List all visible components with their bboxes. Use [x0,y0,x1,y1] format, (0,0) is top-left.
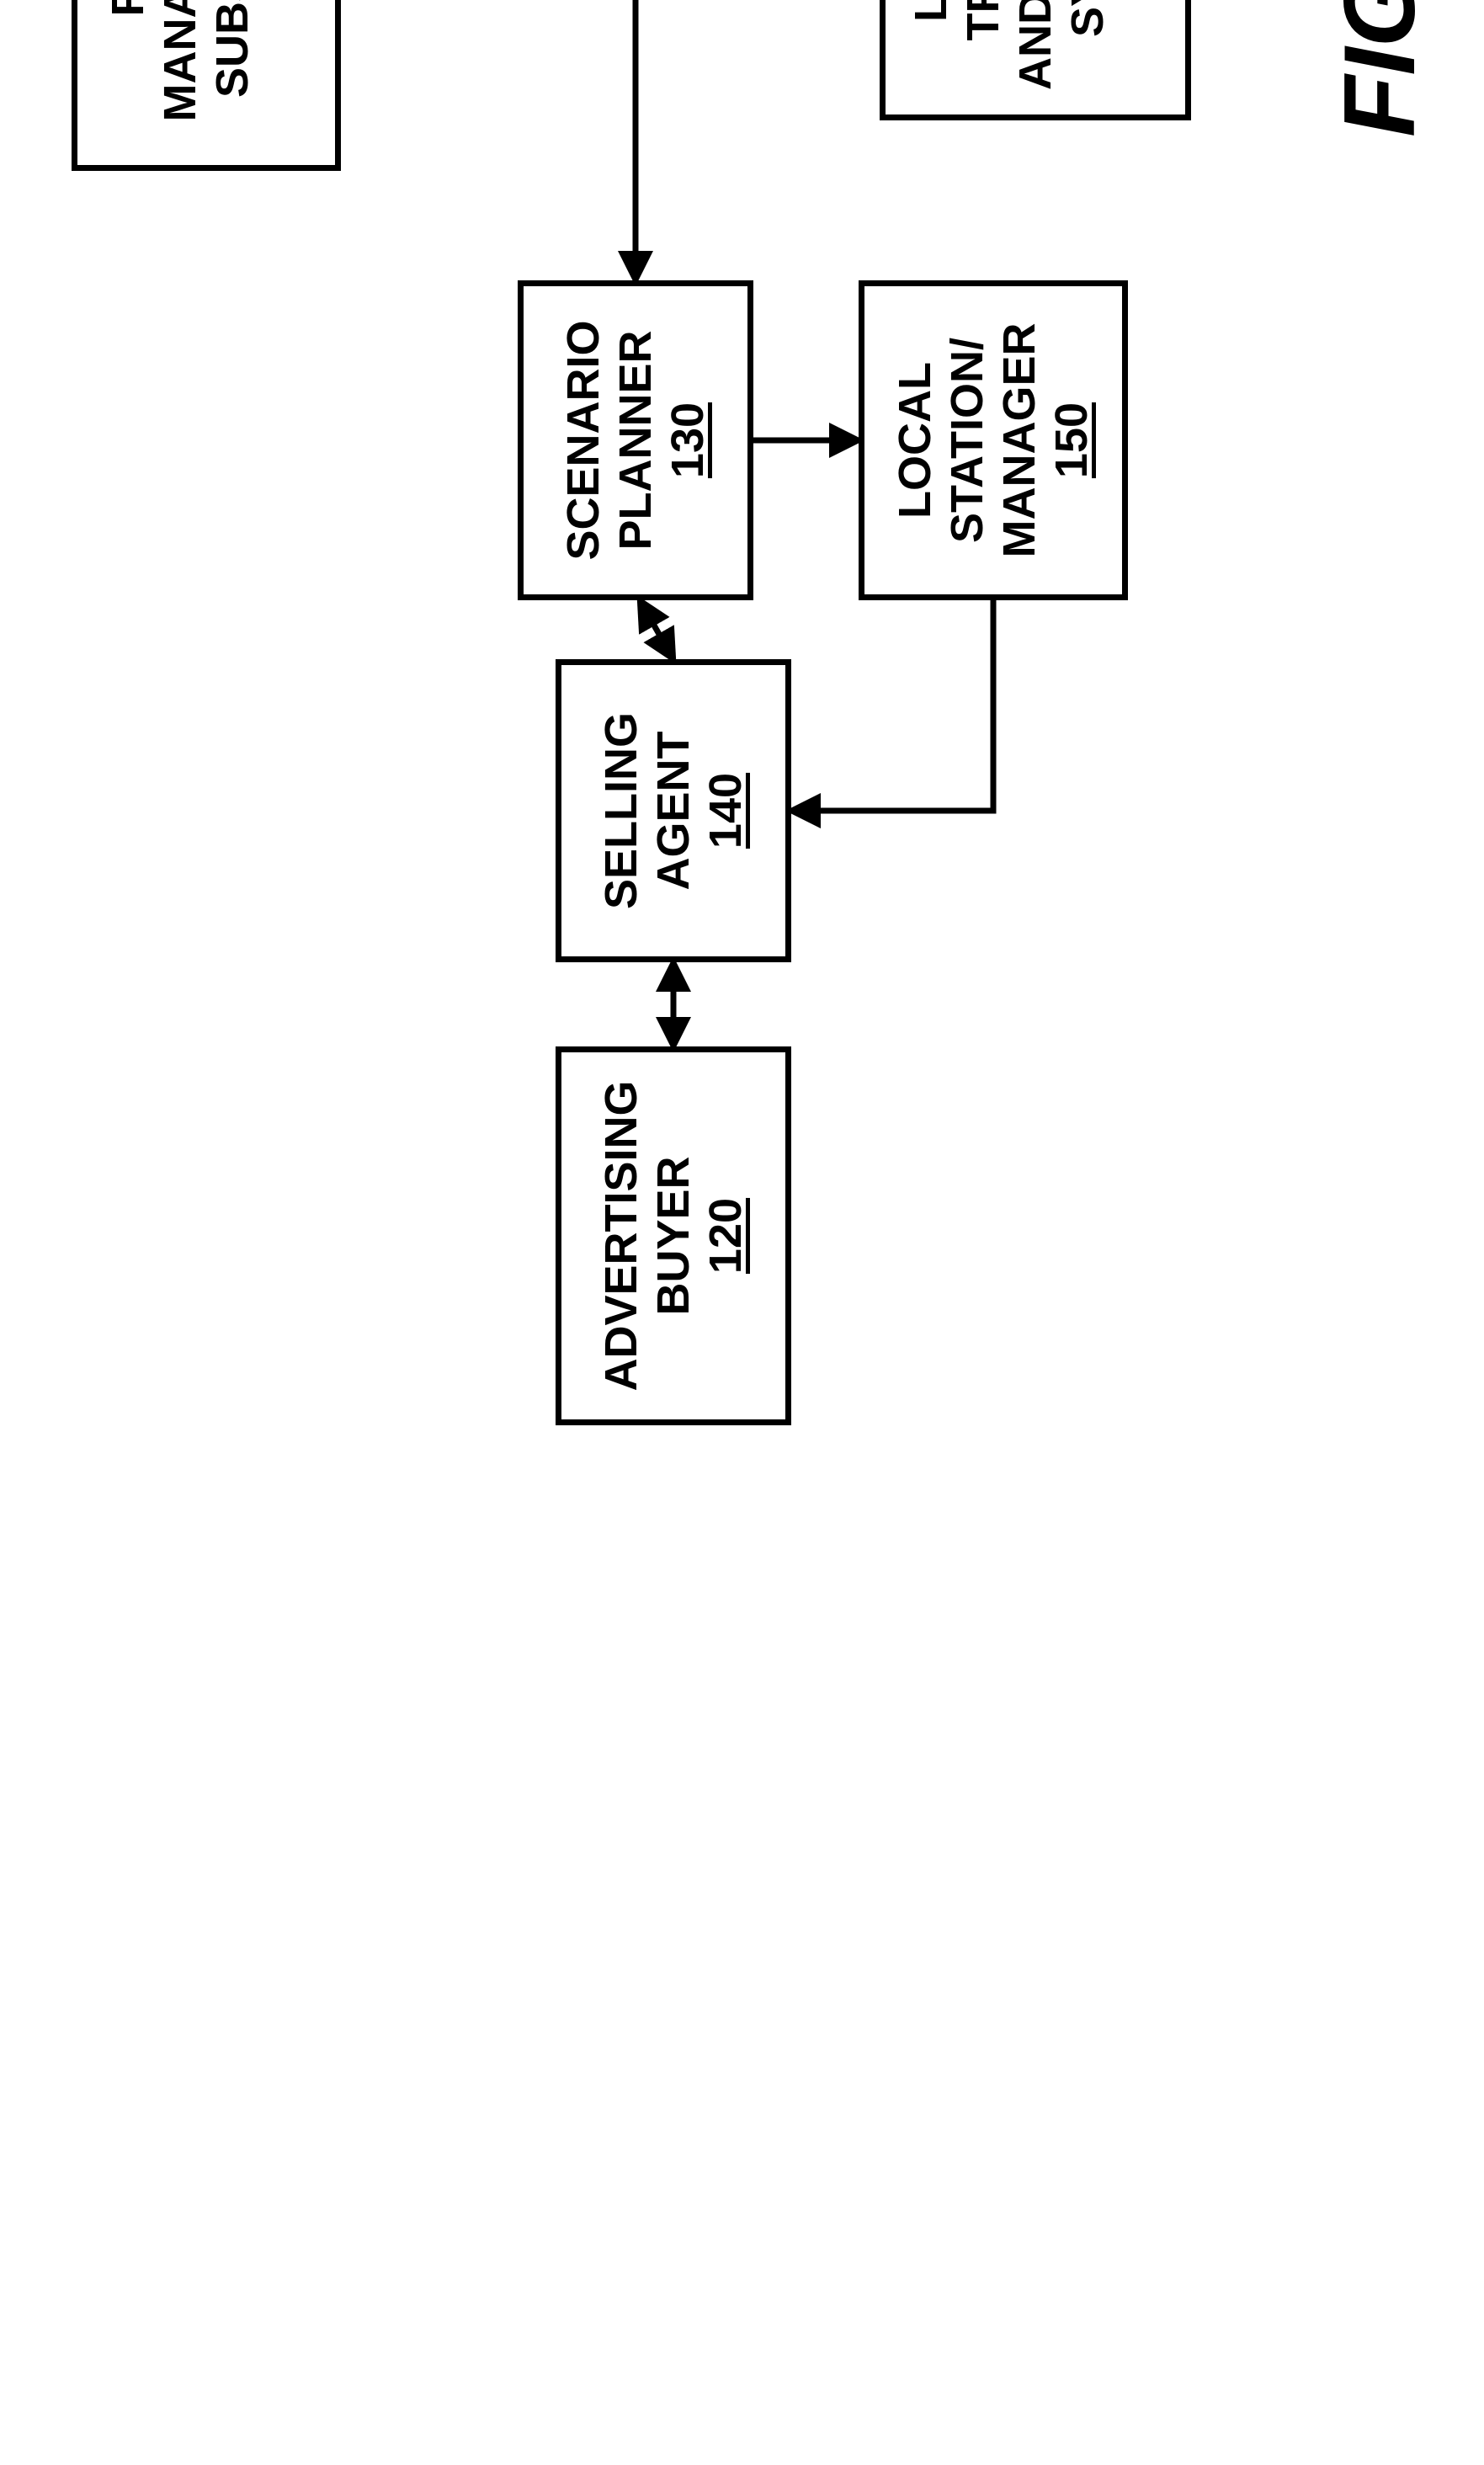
node-label: SCENARIO [557,320,609,560]
diagram-stage: ADVERTISING BUYER 120 SELLING AGENT 140 … [0,0,1484,1484]
node-label: MANAGEMENT [154,0,206,122]
node-label: RATE [102,0,154,17]
node-label: ADVERTISING [595,1080,647,1391]
node-label: PLANNER [609,331,662,551]
node-label: SYSTEM [1061,0,1114,37]
node-rate-management: RATE MANAGEMENT SUBSYSTEM 160 [72,0,341,171]
node-ref: 150 [1045,402,1098,478]
figure-label: FIG. 1 [1322,0,1438,137]
node-local-station: LOCAL STATION/ MANAGER 150 [859,280,1128,600]
node-label: LOCAL [889,362,941,519]
node-label: AGENT [647,732,699,891]
node-label: SELLING [595,712,647,909]
node-ref: 140 [699,773,752,849]
node-label: MANAGER [993,323,1045,558]
node-ref: 120 [699,1198,752,1274]
node-advertising-buyer: ADVERTISING BUYER 120 [556,1046,791,1425]
node-label: AND BILLING [1009,0,1061,90]
edge-local-agent [791,600,993,811]
node-ref: 130 [662,402,714,478]
node-label: SUBSYSTEM [206,0,258,98]
node-label: STATION/ [941,338,993,543]
node-label: LOCAL [905,0,957,22]
node-label: TRAFFIC [957,0,1009,40]
edge-agent-planner [640,600,673,659]
node-scenario-planner: SCENARIO PLANNER 130 [518,280,753,600]
node-label: BUYER [647,1156,699,1315]
node-selling-agent: SELLING AGENT 140 [556,659,791,962]
node-local-traffic: LOCAL TRAFFIC AND BILLING SYSTEM 180 [880,0,1191,120]
